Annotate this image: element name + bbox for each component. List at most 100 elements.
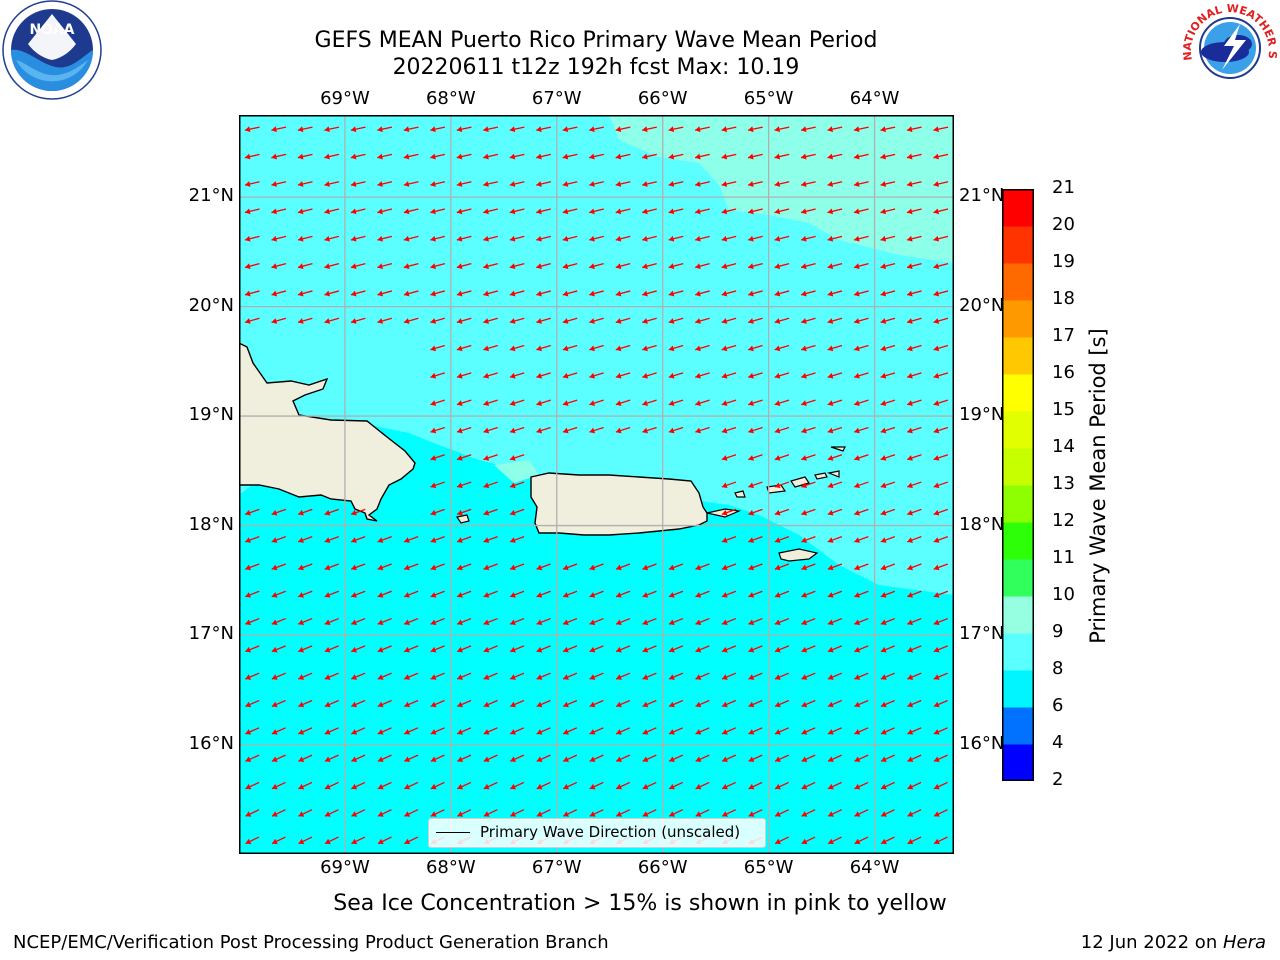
wave-arrow — [297, 617, 313, 626]
wave-arrow — [668, 126, 684, 133]
wave-arrow — [271, 563, 286, 571]
wave-arrow — [271, 617, 286, 626]
wave-arrow — [271, 836, 286, 845]
colorbar-segment — [1002, 744, 1034, 781]
wave-arrow — [854, 508, 869, 516]
wave-arrow — [430, 263, 446, 270]
wave-arrow — [350, 508, 366, 516]
wave-arrow — [907, 699, 922, 708]
colorbar-tick-label: 8 — [1052, 658, 1064, 679]
wave-arrow — [562, 590, 578, 598]
colorbar-segment — [1002, 596, 1034, 634]
wave-arrow — [536, 590, 551, 598]
wave-arrow — [297, 536, 313, 543]
wave-arrow — [748, 563, 763, 571]
wave-arrow — [933, 263, 949, 270]
noaa-logo: NOAA — [2, 0, 102, 100]
wave-arrow — [642, 317, 657, 324]
wave-arrow — [430, 481, 445, 489]
wave-arrow — [244, 181, 260, 187]
wave-arrow — [403, 208, 419, 215]
wave-arrow — [800, 208, 816, 215]
wave-arrow — [377, 235, 393, 242]
wave-arrow — [642, 563, 657, 571]
wave-arrow — [615, 372, 631, 379]
wave-arrow — [403, 235, 419, 242]
wave-arrow — [801, 481, 816, 489]
wave-arrow — [297, 290, 313, 297]
wave-arrow — [245, 590, 260, 598]
wave-arrow — [430, 235, 446, 242]
wave-arrow — [271, 590, 286, 598]
wave-arrow — [880, 617, 896, 626]
wave-arrow — [510, 809, 525, 817]
wave-arrow — [403, 617, 419, 626]
wave-arrow — [377, 181, 393, 187]
wave-arrow — [694, 181, 710, 187]
wave-arrow — [615, 208, 631, 215]
wave-arrow — [562, 263, 578, 270]
wave-arrow — [403, 645, 419, 653]
wave-arrow — [880, 536, 896, 543]
wave-arrow — [244, 508, 260, 516]
wave-arrow — [430, 809, 445, 817]
wave-arrow — [827, 617, 843, 626]
lat-tick-label: 20°N — [959, 294, 1005, 316]
wave-arrow — [456, 727, 472, 735]
wave-arrow — [774, 208, 790, 215]
wave-arrow — [721, 481, 737, 489]
wave-arrow — [933, 536, 949, 543]
wave-arrow — [906, 263, 922, 270]
wave-arrow — [430, 590, 445, 598]
colorbar-tick-label: 20 — [1052, 214, 1075, 235]
wave-arrow — [483, 754, 498, 762]
legend: Primary Wave Direction (unscaled) — [428, 818, 766, 848]
wave-arrow — [907, 754, 922, 762]
wave-arrow — [880, 372, 896, 379]
wave-arrow — [721, 399, 737, 406]
wave-arrow — [907, 645, 922, 653]
wave-arrow — [562, 672, 578, 680]
wave-arrow — [615, 781, 631, 790]
wave-arrow — [562, 781, 578, 790]
wave-arrow — [695, 317, 710, 324]
legend-line-swatch — [436, 832, 470, 833]
wave-arrow — [933, 153, 949, 160]
wave-arrow — [907, 563, 922, 571]
wave-arrow — [271, 263, 287, 270]
wave-arrow — [509, 426, 525, 434]
wave-arrow — [324, 809, 339, 817]
wave-arrow — [668, 672, 684, 680]
wave-arrow — [615, 699, 631, 708]
wave-arrow — [536, 181, 551, 187]
wave-arrow — [774, 836, 789, 845]
wave-arrow — [748, 781, 763, 790]
wave-arrow — [350, 235, 366, 242]
wave-arrow — [245, 754, 260, 762]
st-croix-island — [778, 548, 819, 562]
wave-arrow — [907, 781, 922, 790]
wave-arrow — [324, 672, 339, 680]
wave-arrow — [854, 672, 869, 680]
wave-arrow — [615, 645, 631, 653]
wave-arrow — [748, 727, 763, 735]
wave-arrow — [853, 317, 869, 324]
wave-arrow — [827, 153, 843, 160]
wave-arrow — [853, 235, 869, 242]
wave-arrow — [933, 699, 948, 708]
wave-arrow — [880, 781, 895, 790]
wave-arrow — [827, 317, 843, 324]
wave-arrow — [933, 809, 948, 817]
wave-arrow — [615, 590, 631, 598]
wave-arrow — [377, 754, 392, 762]
wave-arrow — [721, 126, 737, 133]
wave-arrow — [324, 153, 340, 160]
colorbar-tick-label: 16 — [1052, 362, 1075, 383]
wave-arrow — [297, 208, 313, 215]
wave-arrow — [615, 754, 631, 762]
wave-arrow — [695, 727, 710, 735]
wave-arrow — [642, 181, 657, 187]
wave-arrow — [642, 699, 657, 708]
wave-arrow — [244, 126, 260, 133]
wave-arrow — [589, 290, 604, 297]
